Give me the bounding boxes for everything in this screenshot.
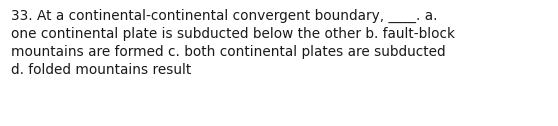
Text: 33. At a continental-continental convergent boundary, ____. a.
one continental p: 33. At a continental-continental converg…: [11, 9, 455, 76]
